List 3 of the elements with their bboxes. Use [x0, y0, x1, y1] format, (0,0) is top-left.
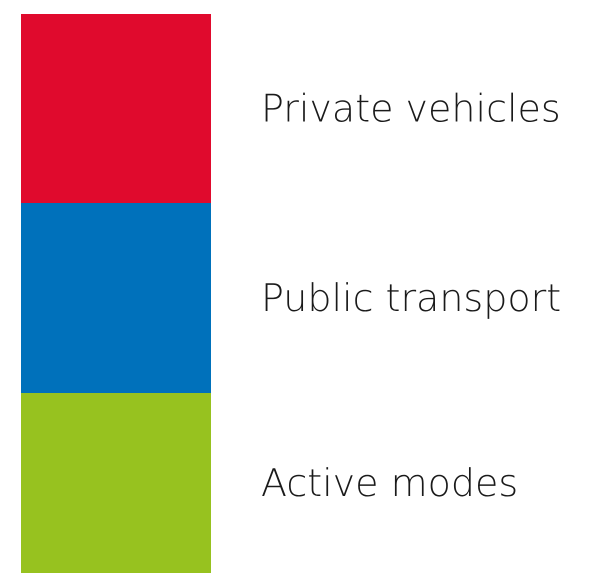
series-label: Public transport: [261, 276, 562, 320]
series-label: Active modes: [261, 461, 518, 505]
series-label: Private vehicles: [261, 86, 561, 130]
